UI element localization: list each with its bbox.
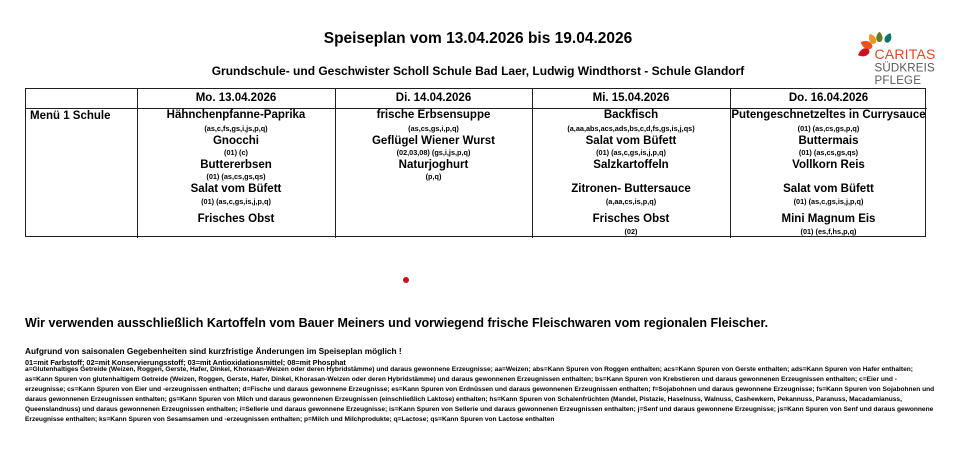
svg-text:SÜDKREIS: SÜDKREIS (875, 62, 936, 74)
svg-text:CARITAS: CARITAS (875, 46, 936, 62)
svg-text:PFLEGE: PFLEGE (875, 75, 922, 87)
